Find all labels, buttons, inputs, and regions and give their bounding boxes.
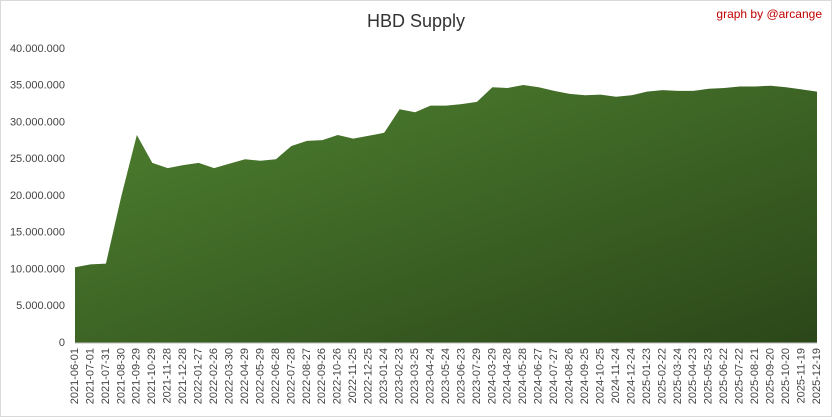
- x-tick-label: 2021-08-30: [115, 348, 127, 404]
- x-tick-label: 2025-09-20: [765, 348, 777, 404]
- x-tick-label: 2021-07-01: [84, 348, 96, 404]
- y-tick-label: 0: [59, 337, 65, 349]
- area: [75, 85, 817, 343]
- y-tick-label: 30.000.000: [10, 116, 65, 128]
- x-tick-label: 2023-02-23: [394, 348, 406, 404]
- x-tick-label: 2025-01-23: [641, 348, 653, 404]
- x-tick-label: 2021-11-28: [162, 348, 174, 403]
- y-tick-label: 15.000.000: [10, 227, 65, 239]
- x-tick-label: 2022-12-25: [363, 348, 375, 404]
- x-tick-label: 2025-07-22: [734, 348, 746, 404]
- x-tick-label: 2025-04-23: [687, 348, 699, 404]
- x-tick-label: 2021-06-01: [69, 348, 81, 404]
- x-tick-label: 2021-12-28: [177, 348, 189, 404]
- x-tick-label: 2024-11-24: [610, 348, 622, 403]
- x-tick-label: 2024-08-26: [564, 348, 576, 404]
- x-tick-label: 2022-04-29: [239, 348, 251, 404]
- chart-title: HBD Supply: [367, 11, 465, 31]
- x-tick-label: 2025-05-23: [703, 348, 715, 404]
- x-tick-label: 2022-03-30: [223, 348, 235, 404]
- x-tick-label: 2024-06-27: [533, 348, 545, 404]
- y-tick-label: 5.000.000: [16, 300, 65, 312]
- x-tick-label: 2024-12-24: [625, 348, 637, 404]
- y-tick-label: 35.000.000: [10, 80, 65, 92]
- x-tick-label: 2025-12-19: [811, 348, 823, 404]
- x-tick-label: 2022-11-25: [347, 348, 359, 403]
- y-tick-label: 40.000.000: [10, 43, 65, 55]
- x-tick-label: 2025-03-24: [672, 348, 684, 404]
- x-tick-label: 2024-05-28: [517, 348, 529, 404]
- x-tick-label: 2025-11-19: [795, 348, 807, 403]
- y-tick-label: 10.000.000: [10, 263, 65, 275]
- x-tick-label: 2022-09-26: [316, 348, 328, 404]
- x-tick-label: 2023-04-24: [424, 348, 436, 404]
- x-tick-label: 2023-03-25: [409, 348, 421, 404]
- x-tick-label: 2023-05-24: [440, 348, 452, 404]
- x-tick-label: 2022-10-26: [332, 348, 344, 404]
- x-tick-label: 2023-06-23: [455, 348, 467, 404]
- x-tick-label: 2022-06-28: [270, 348, 282, 404]
- x-tick-label: 2023-01-24: [378, 348, 390, 404]
- x-tick-label: 2021-09-29: [131, 348, 143, 404]
- x-tick-label: 2024-04-28: [502, 348, 514, 404]
- x-tick-label: 2021-07-31: [100, 348, 112, 404]
- x-tick-label: 2022-05-29: [254, 348, 266, 404]
- x-tick-label: 2025-06-22: [718, 348, 730, 404]
- credit: graph by @arcange: [716, 7, 822, 21]
- x-tick-label: 2025-08-21: [749, 348, 761, 404]
- y-tick-label: 25.000.000: [10, 153, 65, 165]
- x-tick-label: 2024-09-25: [579, 348, 591, 404]
- x-tick-label: 2025-02-22: [656, 348, 668, 404]
- x-tick-label: 2022-07-28: [285, 348, 297, 404]
- y-tick-label: 20.000.000: [10, 190, 65, 202]
- x-tick-label: 2025-10-20: [780, 348, 792, 404]
- x-tick-label: 2024-03-29: [486, 348, 498, 404]
- x-tick-label: 2022-02-26: [208, 348, 220, 404]
- x-tick-label: 2023-07-29: [471, 348, 483, 404]
- x-tick-label: 2024-10-25: [594, 348, 606, 404]
- x-tick-label: 2022-08-27: [301, 348, 313, 404]
- x-tick-label: 2022-01-27: [193, 348, 205, 404]
- x-tick-label: 2024-07-27: [548, 348, 560, 404]
- x-tick-label: 2021-10-29: [146, 348, 158, 404]
